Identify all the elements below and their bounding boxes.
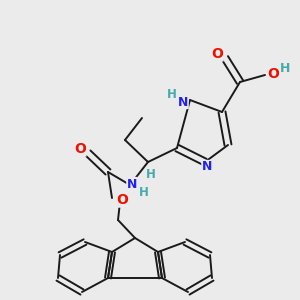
Text: H: H (280, 62, 290, 76)
Text: H: H (139, 187, 149, 200)
Text: N: N (127, 178, 137, 190)
Text: N: N (202, 160, 212, 173)
Text: O: O (116, 193, 128, 207)
Text: O: O (267, 67, 279, 81)
Text: H: H (146, 167, 156, 181)
Text: O: O (74, 142, 86, 156)
Text: H: H (167, 88, 177, 101)
Text: O: O (211, 47, 223, 61)
Text: N: N (178, 95, 188, 109)
